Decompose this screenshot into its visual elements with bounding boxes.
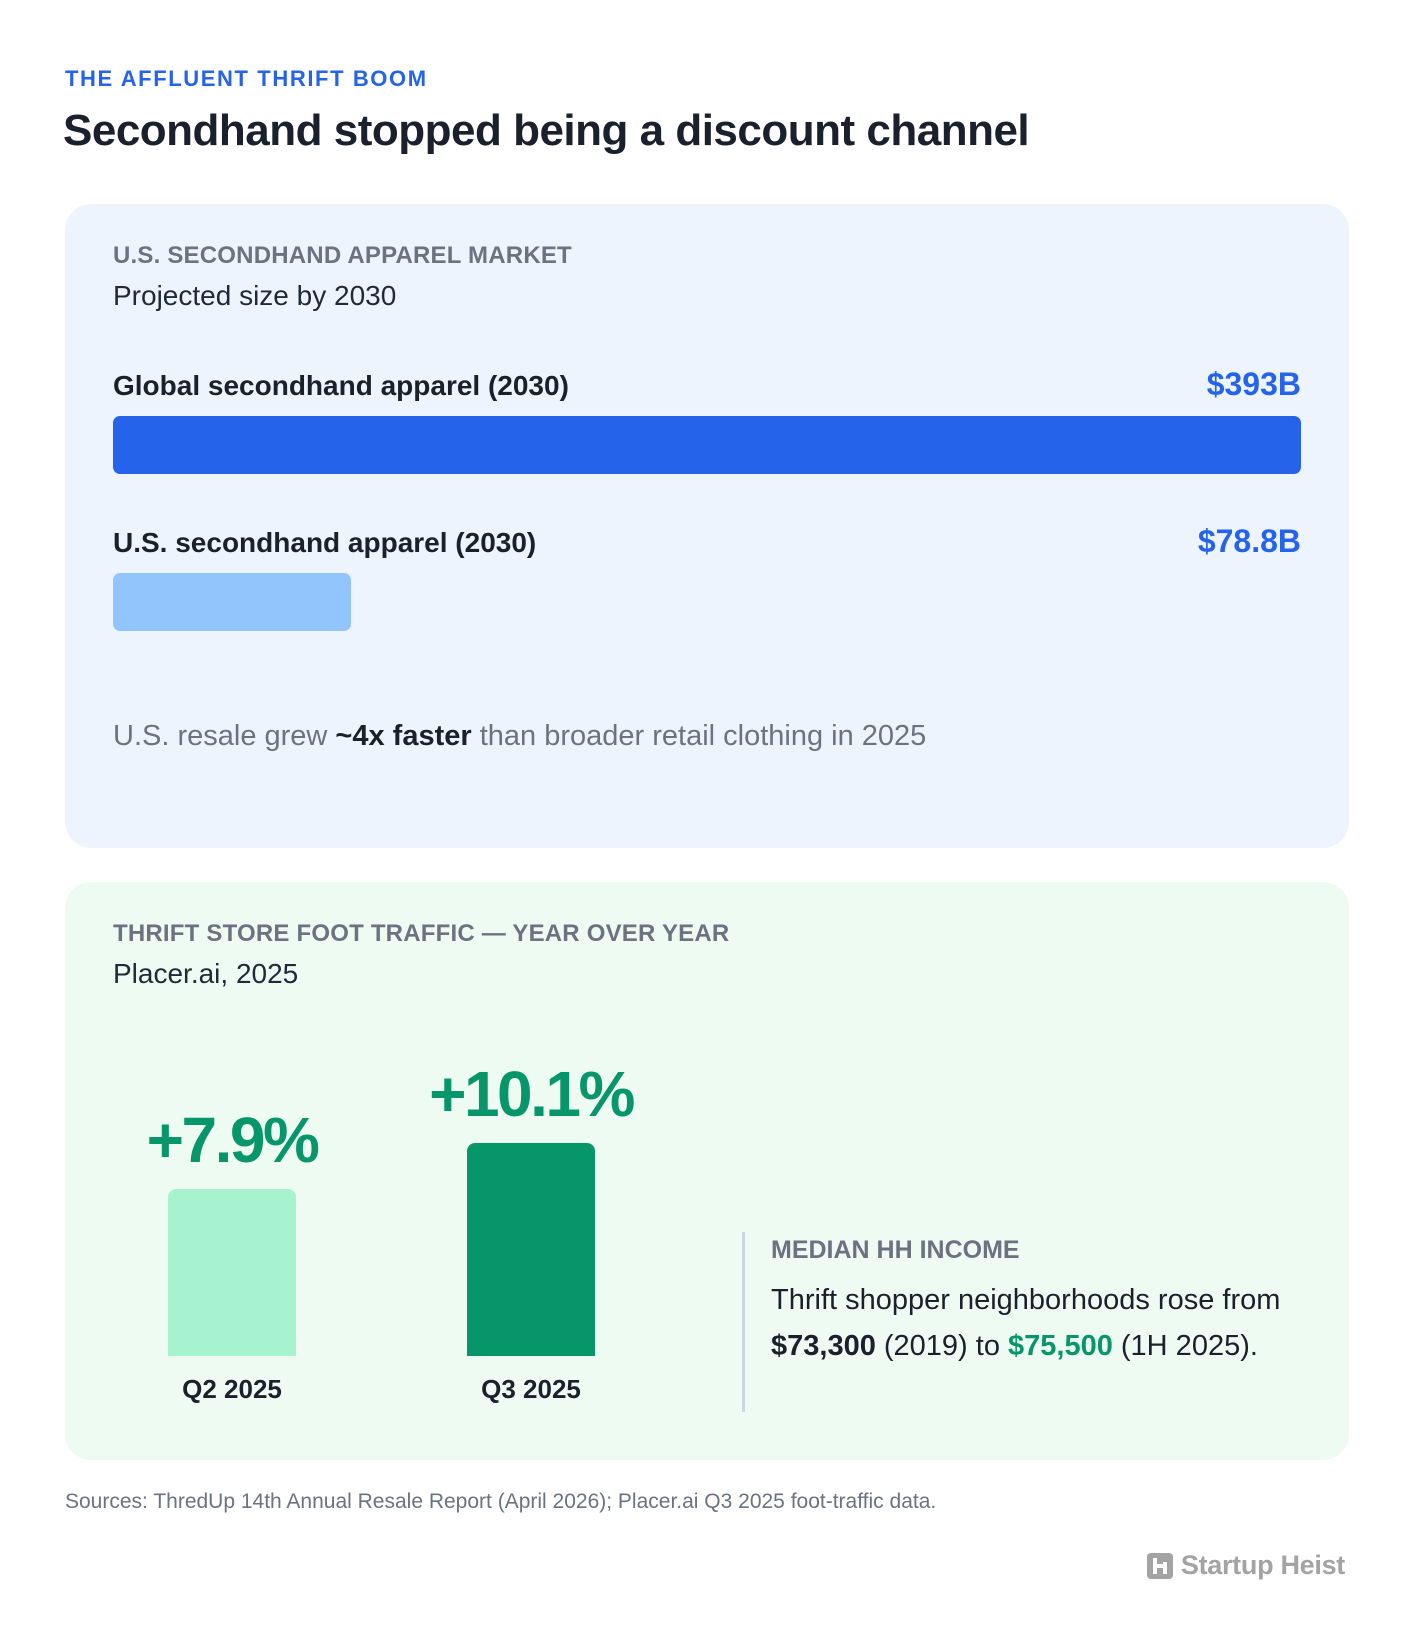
brand-h-icon bbox=[1146, 1552, 1173, 1579]
income-eyebrow: MEDIAN HH INCOME bbox=[771, 1236, 1020, 1264]
brand-logo: Startup Heist bbox=[1146, 1550, 1345, 1581]
sources-note: Sources: ThredUp 14th Annual Resale Repo… bbox=[65, 1490, 937, 1513]
income-callout: MEDIAN HH INCOME Thrift shopper neighbor… bbox=[742, 1232, 1302, 1412]
headline: Secondhand stopped being a discount chan… bbox=[63, 106, 1030, 155]
vbar-value-label: +10.1% bbox=[429, 1058, 635, 1130]
income-value-2025: $75,500 bbox=[1008, 1330, 1113, 1362]
hbar-label: U.S. secondhand apparel (2030) bbox=[113, 527, 537, 558]
vbar-category-label: Q2 2025 bbox=[182, 1374, 282, 1404]
hbar-track bbox=[113, 416, 1301, 474]
hbar-fill bbox=[113, 416, 1301, 474]
income-text-1: Thrift shopper neighborhoods rose from bbox=[771, 1284, 1281, 1316]
hbar-label: Global secondhand apparel (2030) bbox=[113, 370, 569, 401]
traffic-card-subtitle: Placer.ai, 2025 bbox=[113, 958, 299, 989]
hbar-fill bbox=[113, 573, 351, 631]
hbar-value-label: $393B bbox=[1206, 366, 1301, 402]
market-card-subtitle: Projected size by 2030 bbox=[113, 280, 397, 311]
traffic-bar-chart: +7.9% Q2 2025 +10.1% Q3 2025 bbox=[65, 882, 765, 1460]
traffic-card: THRIFT STORE FOOT TRAFFIC — YEAR OVER YE… bbox=[65, 882, 1349, 1460]
vbar bbox=[168, 1189, 296, 1356]
market-card-eyebrow: U.S. SECONDHAND APPAREL MARKET bbox=[113, 242, 572, 269]
market-card: U.S. SECONDHAND APPAREL MARKET Projected… bbox=[65, 204, 1349, 848]
hbar-value-label: $78.8B bbox=[1197, 523, 1301, 559]
market-note: U.S. resale grew ~4x faster than broader… bbox=[113, 720, 926, 753]
vbar-category-label: Q3 2025 bbox=[481, 1374, 581, 1404]
income-text-2: (2019) to bbox=[875, 1330, 1009, 1362]
market-note-bold: ~4x faster bbox=[335, 720, 472, 752]
traffic-card-eyebrow: THRIFT STORE FOOT TRAFFIC — YEAR OVER YE… bbox=[113, 920, 730, 947]
market-note-post: than broader retail clothing in 2025 bbox=[471, 720, 927, 752]
income-text-3: (1H 2025). bbox=[1112, 1330, 1258, 1362]
vbar bbox=[467, 1143, 595, 1356]
vbar-value-label: +7.9% bbox=[146, 1104, 320, 1176]
hbar-track bbox=[113, 573, 1301, 631]
market-note-pre: U.S. resale grew bbox=[113, 720, 336, 752]
income-text: Thrift shopper neighborhoods rose from $… bbox=[771, 1277, 1302, 1369]
kicker: THE AFFLUENT THRIFT BOOM bbox=[65, 66, 428, 91]
income-value-2019: $73,300 bbox=[771, 1330, 876, 1362]
brand-name: Startup Heist bbox=[1180, 1550, 1345, 1580]
